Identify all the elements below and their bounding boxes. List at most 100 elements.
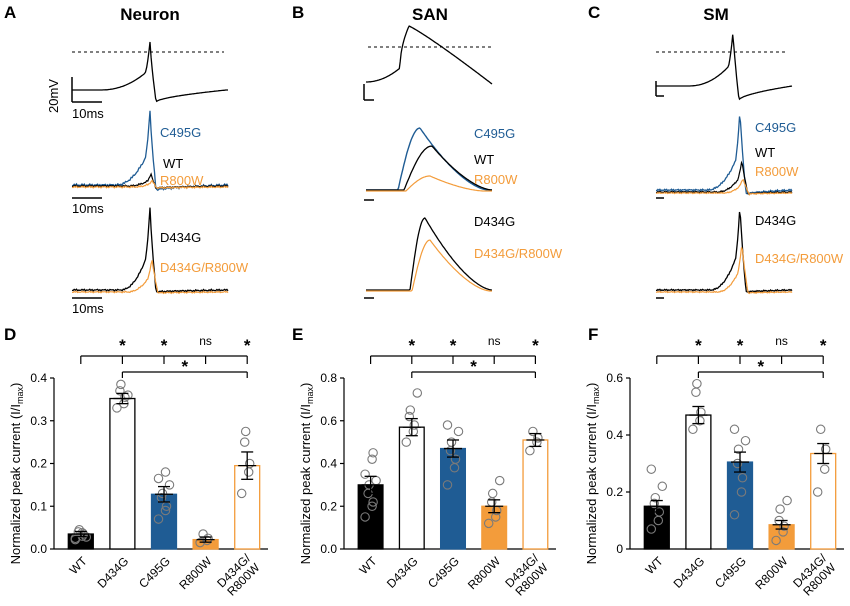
- data-point: [688, 424, 698, 435]
- data-point: [771, 535, 781, 546]
- y-axis-label: Normalized peak current (I/Imax): [8, 383, 25, 565]
- data-point: [401, 437, 412, 447]
- x-tick-label: WT: [67, 554, 91, 578]
- data-point: [782, 495, 792, 506]
- trace-neuron-ap: [72, 41, 228, 103]
- sig-star: *: [244, 336, 251, 355]
- label-san-wt: WT: [474, 152, 494, 167]
- data-point: [198, 529, 208, 539]
- y-axis-label: Normalized peak current (I/Imax): [298, 383, 315, 565]
- x-tick-label: D434G/R800W: [214, 551, 263, 600]
- data-point: [123, 390, 133, 400]
- scale-bar-neuron-ap: [71, 77, 102, 103]
- data-point: [779, 521, 789, 531]
- data-point: [819, 464, 830, 474]
- data-point: [412, 388, 423, 398]
- y-tick-label: 0.6: [606, 371, 623, 385]
- panel-letter-b: B: [292, 3, 304, 22]
- y-tick-label: 0.6: [320, 414, 337, 428]
- x-tick-label: D434G/R800W: [790, 551, 839, 600]
- trace-san-d434g: [366, 217, 493, 291]
- x-tick-label: C495G: [425, 554, 462, 591]
- label-san-r800w: R800W: [474, 172, 518, 187]
- scale-bar-san-ap: [363, 84, 374, 101]
- data-point: [160, 505, 171, 516]
- trace-san-d434g-r800w: [366, 239, 492, 292]
- x-tick-label: D434G: [384, 554, 421, 591]
- trace-neuron-c495g: [71, 110, 229, 192]
- data-point: [368, 497, 378, 507]
- data-point: [692, 378, 702, 389]
- bar-panels: D 0.0 0.1 0.2 0.3 0.4 Normalized peak current …: [4, 325, 844, 600]
- scale-label-time-3: 10ms: [72, 301, 104, 316]
- trace-neuron-d434g-r800w: [71, 260, 229, 295]
- x-tick-label: C495G: [136, 554, 173, 591]
- y-tick-label: 0: [616, 542, 623, 556]
- label-san-d434g: D434G: [474, 214, 515, 229]
- data-point: [367, 501, 377, 511]
- trace-san-r800w: [366, 175, 492, 192]
- y-tick-label: 0.3: [30, 414, 47, 428]
- panel-letter-a: A: [4, 3, 16, 22]
- sig-star: *: [119, 336, 126, 355]
- data-point: [487, 488, 498, 499]
- data-point: [691, 387, 701, 397]
- data-point: [778, 527, 788, 537]
- bar-d434gr800w: [522, 439, 549, 550]
- bar-d434g: [109, 397, 136, 550]
- trace-san-wt: [366, 145, 493, 191]
- y-tick-label: 0.4: [606, 428, 623, 442]
- label-neuron-d434g: D434G: [160, 230, 201, 245]
- label-san-d434g-r800w: D434G/R800W: [474, 246, 563, 261]
- data-point: [360, 469, 370, 479]
- data-point: [657, 481, 668, 492]
- scale-bar-sm-ap: [655, 81, 664, 97]
- sig-ns: ns: [775, 334, 788, 348]
- label-sm-c495g: C495G: [755, 120, 796, 135]
- y-tick-label: 0.2: [606, 485, 623, 499]
- scale-label-time-2: 10ms: [72, 201, 104, 216]
- bar-c495g: [150, 493, 178, 550]
- label-san-c495g: C495G: [474, 126, 515, 141]
- data-point: [153, 514, 164, 524]
- label-neuron-c495g: C495G: [160, 125, 201, 140]
- data-point: [153, 473, 164, 484]
- label-sm-d434g: D434G: [755, 213, 796, 228]
- data-point: [729, 510, 740, 520]
- data-point: [450, 454, 461, 464]
- y-tick-label: 0.4: [30, 371, 47, 385]
- label-neuron-r800w: R800W: [160, 173, 204, 188]
- sig-star-bottom: *: [757, 357, 764, 376]
- bar-d434gr800w: [234, 464, 261, 550]
- data-point: [442, 480, 453, 490]
- sig-star-bottom: *: [470, 357, 477, 376]
- scale-label-time-1: 10ms: [72, 106, 104, 121]
- title-san: SAN: [412, 5, 448, 24]
- label-sm-wt: WT: [755, 145, 775, 160]
- data-point: [360, 512, 370, 522]
- data-point: [483, 518, 494, 529]
- data-point: [646, 524, 657, 534]
- data-point: [736, 487, 747, 497]
- data-point: [70, 534, 81, 545]
- data-point: [696, 407, 706, 417]
- y-tick-label: 0.8: [320, 371, 337, 385]
- data-point: [732, 458, 743, 469]
- trace-sm-d434g: [655, 211, 793, 294]
- trace-sm-r800w: [655, 178, 793, 196]
- data-point: [650, 492, 661, 503]
- trace-sm-d434g-r800w: [655, 247, 793, 295]
- bar-chart-e: E 0.0 0.2 0.4 0.6 0.8 Normalized peak current …: [292, 325, 556, 599]
- data-point: [367, 454, 377, 464]
- data-point: [815, 424, 826, 435]
- data-point: [442, 420, 453, 430]
- trace-neuron-wt: [71, 172, 229, 190]
- x-tick-label: C495G: [712, 554, 749, 591]
- data-point: [494, 475, 505, 486]
- data-point: [649, 498, 660, 509]
- data-point: [164, 480, 175, 490]
- sig-star: *: [737, 336, 744, 355]
- data-point: [404, 411, 415, 422]
- trace-neuron-d434g: [71, 207, 229, 294]
- y-tick-label: 0.2: [320, 499, 337, 513]
